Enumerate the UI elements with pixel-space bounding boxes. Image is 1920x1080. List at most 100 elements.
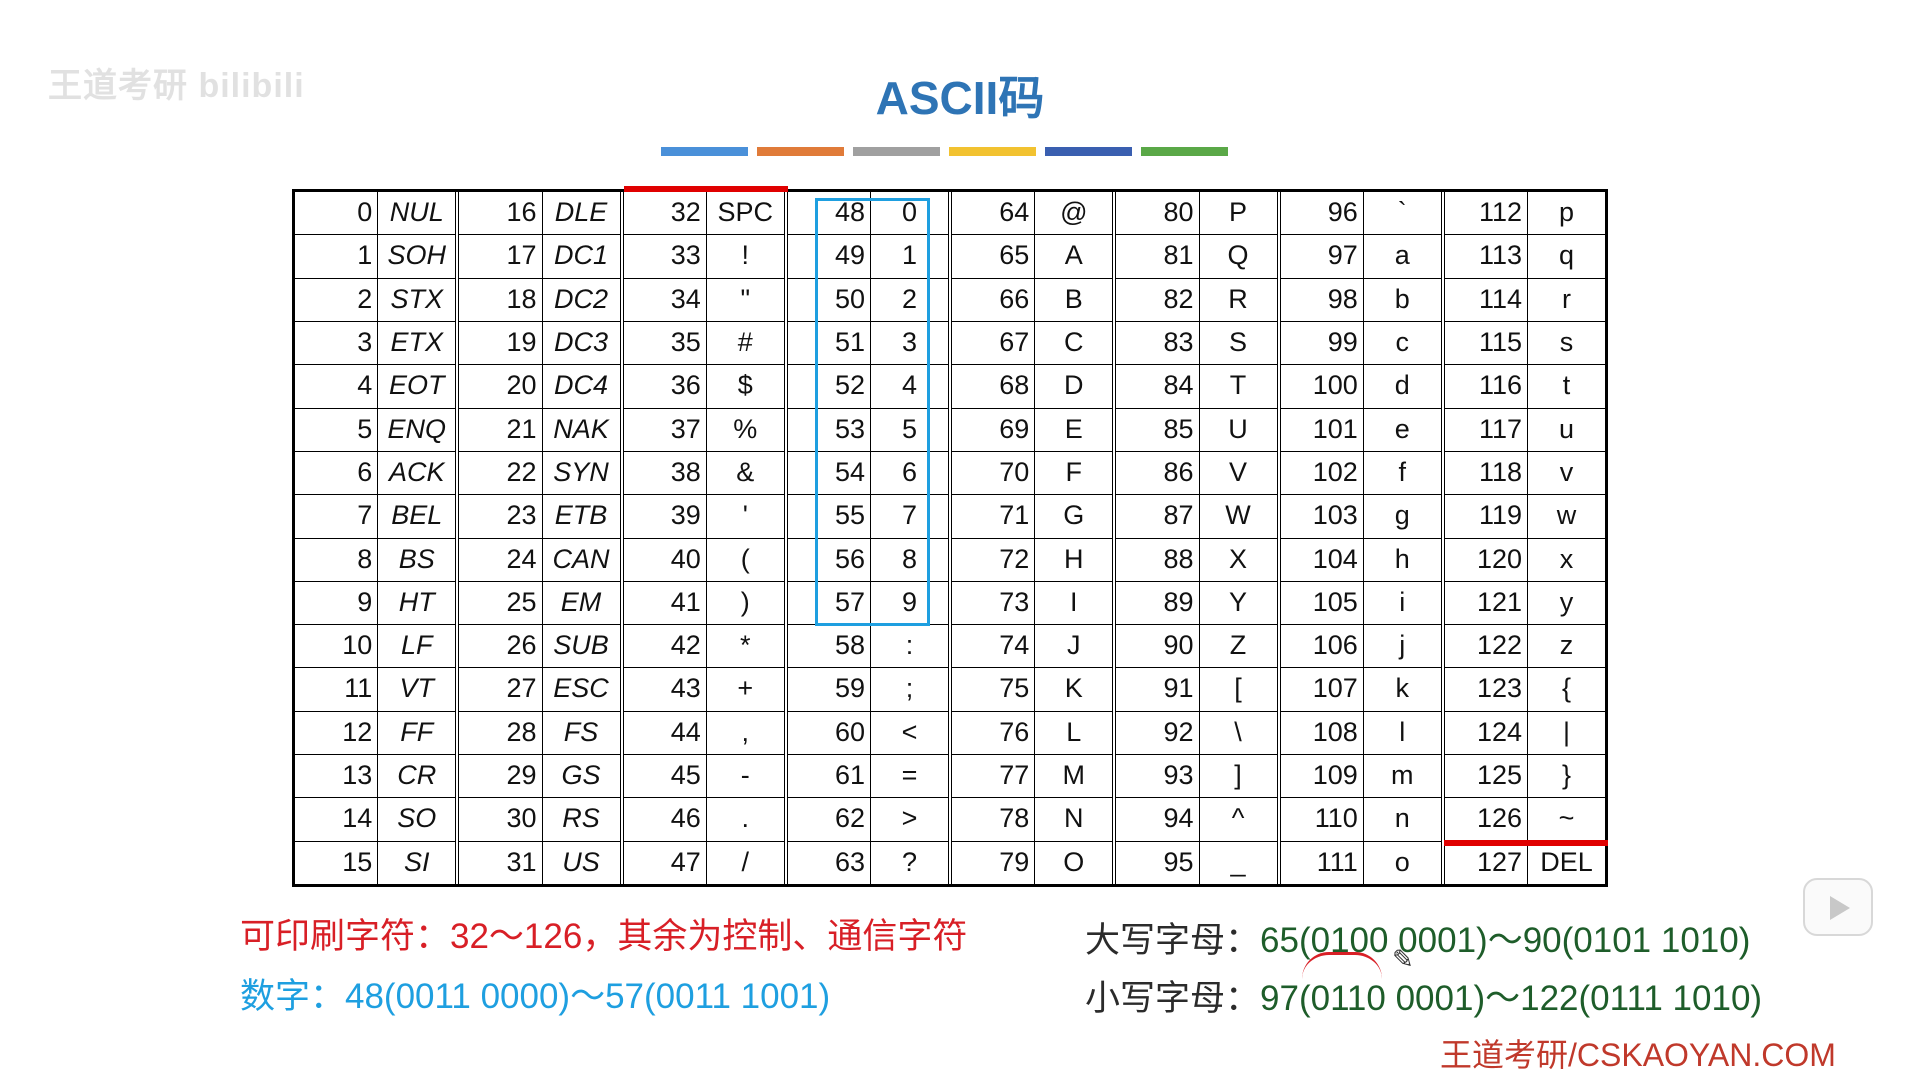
ascii-char: 5 [902,413,918,444]
ascii-code: 54 [788,451,872,495]
printable-note: 可印刷字符：32～126，其余为控制、通信字符 [240,917,968,956]
color-bar [757,147,844,156]
ascii-row: 35 # [623,320,784,365]
ascii-row: 70 F [952,450,1113,495]
ascii-code: 43 [624,668,707,711]
ascii-char: 6 [902,456,918,487]
ascii-row: 40 ( [623,537,784,581]
color-bar [1141,147,1228,156]
ascii-char: " [740,283,751,314]
ascii-char: ETX [390,326,444,357]
ascii-code: 112 [1445,192,1529,235]
ascii-row: 29 GS [459,754,620,798]
ascii-code: 67 [952,321,1036,365]
ascii-code: 60 [788,711,872,755]
ascii-code: 64 [952,192,1036,235]
ascii-code: 26 [459,625,543,668]
ascii-row: 37% [623,407,784,451]
ascii-row: 21 NAK [459,407,620,451]
ascii-code: 7 [295,495,379,538]
ascii-char: DLE [554,197,608,227]
ascii-code: 68 [952,365,1036,408]
ascii-char: { [1562,673,1572,704]
ascii-row: 87 W [1116,494,1277,538]
ascii-code: 76 [952,711,1036,755]
ascii-code: 16 [459,192,543,235]
ascii-row: 39 ' [623,494,784,538]
ascii-char: @ [1060,197,1088,227]
ascii-row: 65 A [952,234,1113,278]
lowercase-note: 小写字母：97(0110 0001)～122(0111 1010) [1085,970,1762,1021]
ascii-column: 80 P 81 Q 82 R 83 S 84 T 85 U 86 V 87 W 88 X 89 Y 90 Z 91[92 \ 9… [1112,192,1277,884]
ascii-row: 74 J [952,624,1113,668]
ascii-char: FF [400,716,434,747]
ascii-char: ! [741,240,750,271]
ascii-row: 50 2 [787,277,948,321]
ascii-char: C [1064,326,1084,357]
ascii-char: ESC [553,673,609,704]
ascii-code: 21 [459,408,543,451]
ascii-row: 3 ETX [295,320,456,365]
ascii-char: G [1063,500,1085,531]
ascii-char: US [562,846,600,877]
ascii-row: 114 r [1444,277,1605,321]
ascii-code: 98 [1281,278,1364,321]
ascii-char: VT [399,673,435,704]
ascii-code: 17 [459,235,543,278]
ascii-code: 12 [295,711,379,755]
ascii-code: 53 [788,408,872,451]
ascii-char: I [1070,586,1078,617]
ascii-char: SPC [717,197,774,227]
ascii-code: 10 [295,625,379,668]
ascii-row: 30 RS [459,797,620,841]
ascii-row: 103 g [1280,494,1441,538]
play-button[interactable] [1803,878,1873,936]
ascii-char: DEL [1540,846,1593,877]
ascii-row: 72 H [952,537,1113,581]
footer-brand: 王道考研/CSKAOYAN.COM [1440,1037,1836,1073]
ascii-row: 69 E [952,407,1113,451]
ascii-row: 20 DC4 [459,364,620,408]
ascii-char: 3 [902,326,918,357]
ascii-column: 96 ` 97 a 98 b 99 c 100 d 101 e 102 f 103 g 104 h 105 i 106 j… [1276,192,1441,884]
ascii-code: 44 [624,711,707,755]
ascii-char: [ [1234,673,1242,704]
ascii-code: 69 [952,408,1036,451]
ascii-char: F [1065,456,1083,487]
ascii-char: D [1064,370,1084,401]
ascii-row: 108 l [1280,710,1441,755]
ascii-row: 75 K [952,667,1113,711]
ascii-row: 96 ` [1281,192,1441,235]
ascii-row: 23 ETB [459,494,620,538]
ascii-char: LF [401,630,433,661]
uppercase-label: 大写字母： [1085,921,1261,960]
ascii-row: 99 c [1280,320,1441,365]
ascii-char: e [1394,413,1410,444]
ascii-row: 17 DC1 [459,234,620,278]
ascii-code: 39 [624,495,707,538]
ascii-code: 109 [1281,755,1364,798]
ascii-char: NUL [389,197,444,227]
ascii-code: 125 [1445,755,1529,798]
ascii-code: 81 [1116,235,1200,278]
ascii-row: 73 I [952,580,1113,625]
ascii-char: , [741,716,750,747]
ascii-row: 46. [623,797,784,841]
ascii-code: 48 [788,192,872,235]
ascii-row: 41) [623,580,784,625]
ascii-code: 1 [295,235,379,278]
ascii-row: 120 x [1444,537,1605,581]
ascii-code: 45 [624,755,707,798]
ascii-code: 35 [624,321,707,365]
ascii-code: 101 [1281,408,1364,451]
ascii-char: B [1064,283,1083,314]
ascii-code: 51 [788,321,872,365]
ascii-row: 84 T [1116,364,1277,408]
ascii-code: 78 [952,798,1036,841]
lowercase-label: 小写字母： [1085,979,1261,1018]
ascii-code: 102 [1281,451,1364,495]
ascii-code: 11 [295,668,379,711]
ascii-char: P [1229,197,1248,227]
ascii-code: 24 [459,538,543,581]
ascii-column: 0 NUL 1 SOH 2 STX 3 ETX 4 EOT 5 ENQ 6 ACK 7 BEL 8 BS 9 HT 10… [295,192,456,884]
